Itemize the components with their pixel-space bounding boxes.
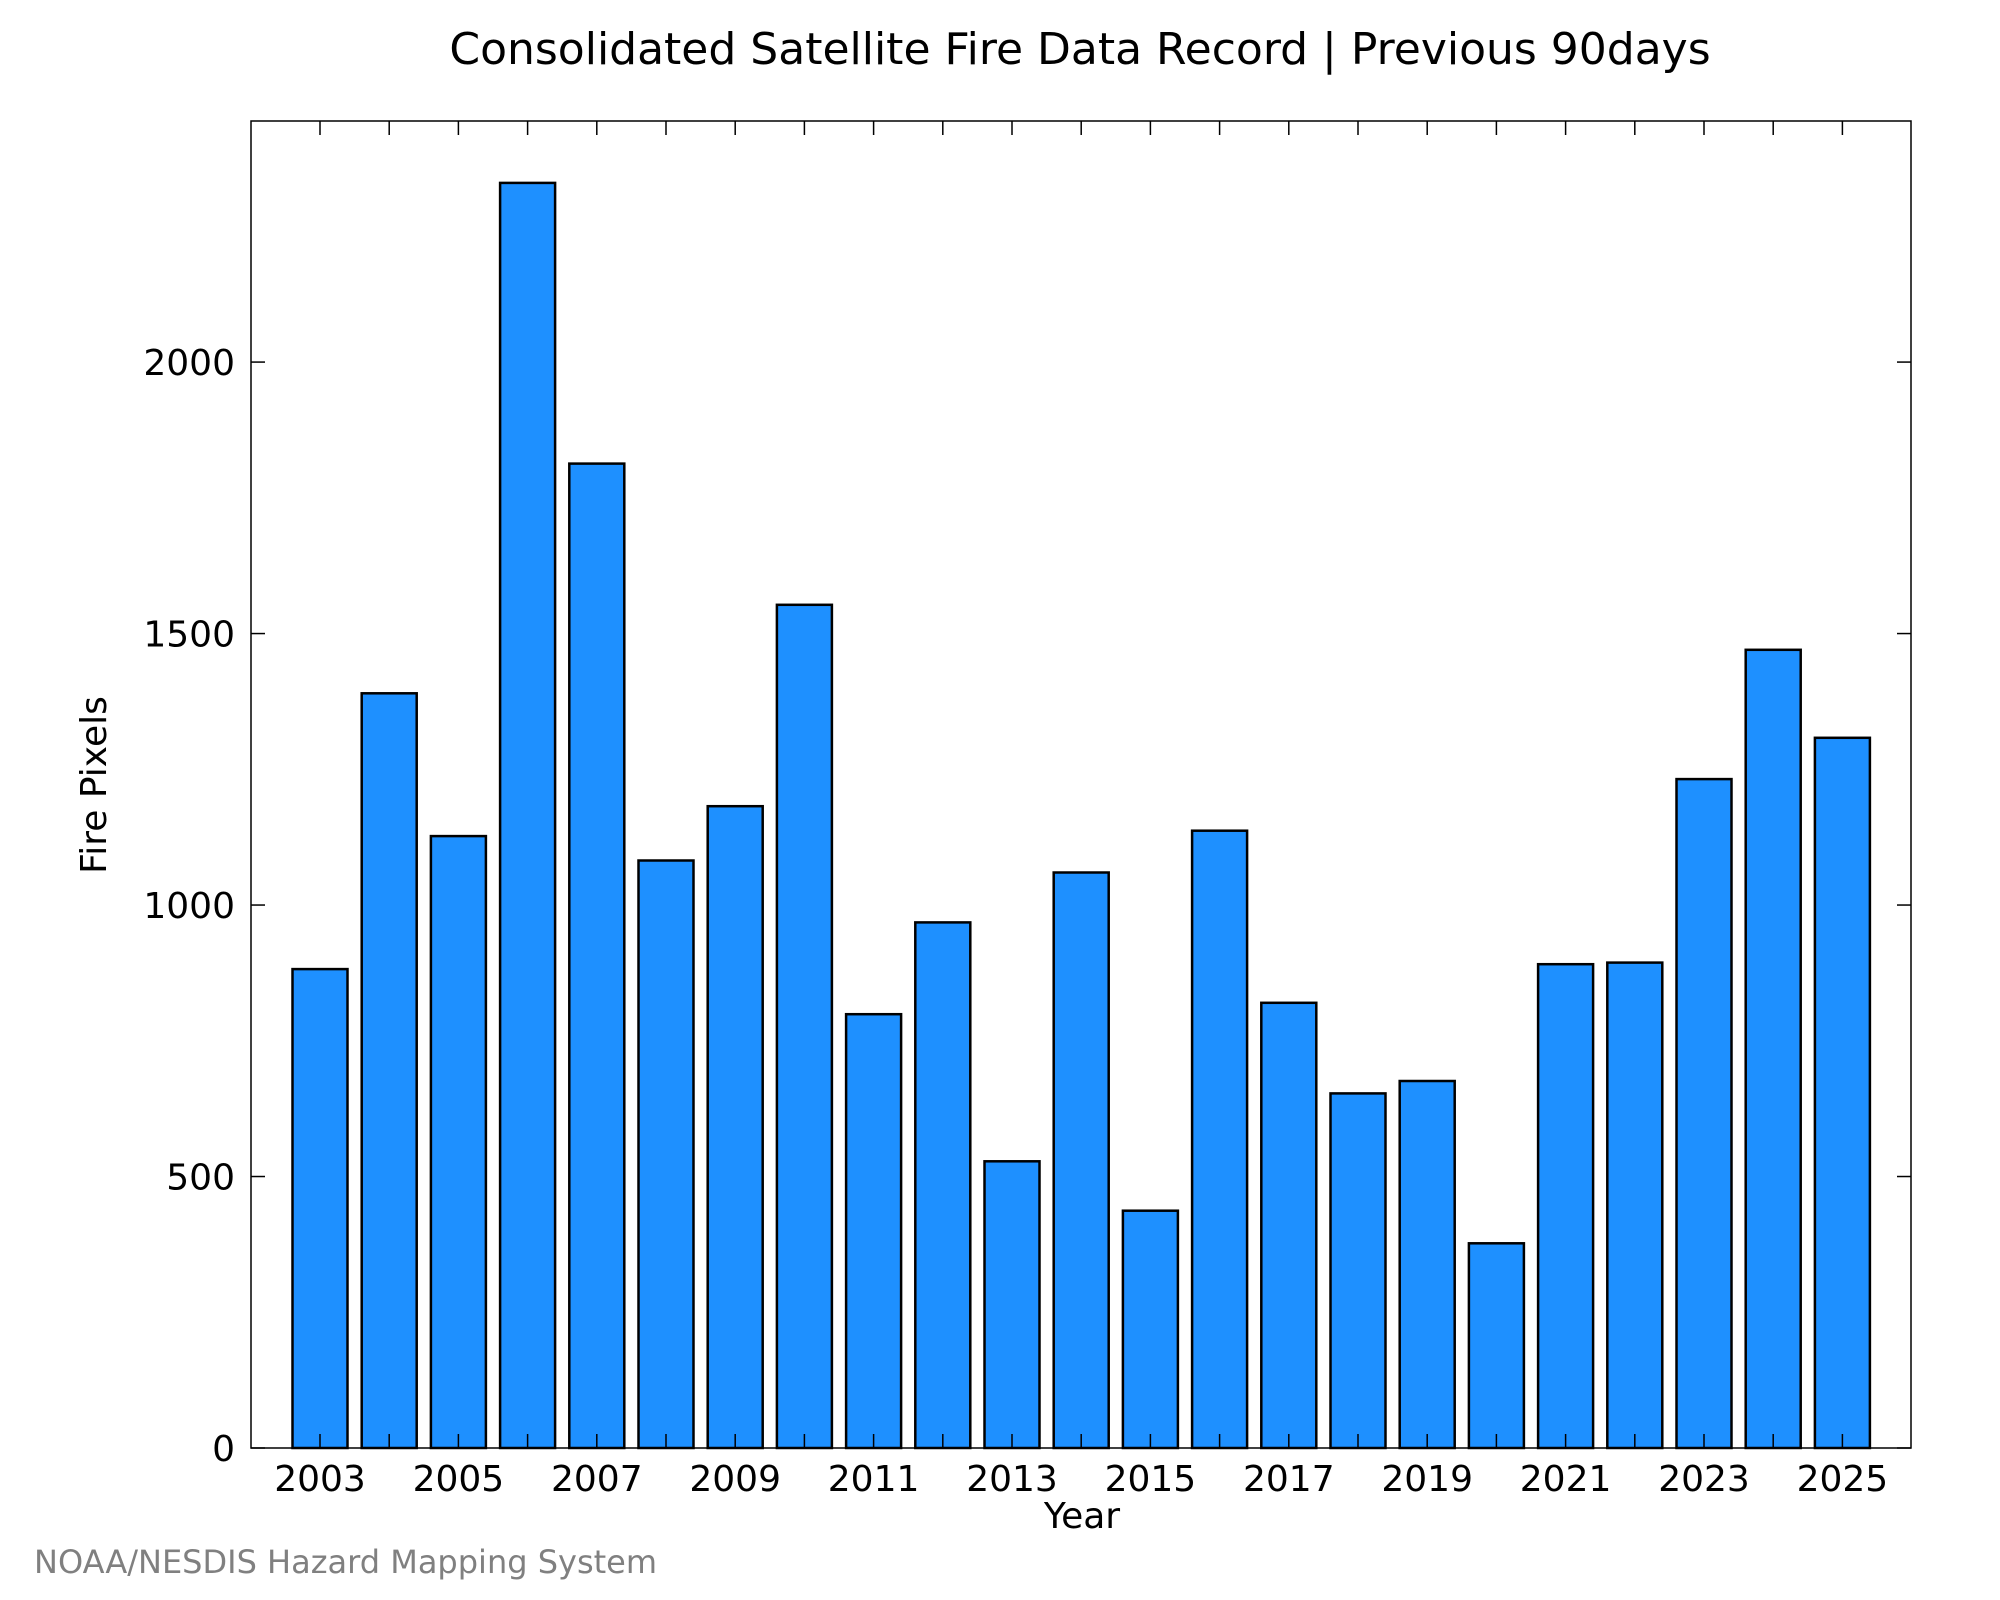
bar-2018 (1329, 1092, 1387, 1450)
bar-2014 (1052, 871, 1110, 1450)
x-tick-label-2013: 2013 (966, 1459, 1058, 1500)
footer-credit: NOAA/NESDIS Hazard Mapping System (34, 1543, 657, 1581)
x-tick-label-2009: 2009 (689, 1459, 781, 1500)
x-tick-label-2023: 2023 (1658, 1459, 1750, 1500)
bar-2023 (1675, 777, 1733, 1450)
bar-2017 (1260, 1001, 1318, 1450)
bar-2005 (429, 834, 488, 1450)
x-tick-label-2015: 2015 (1105, 1459, 1197, 1500)
x-tick-label-2003: 2003 (274, 1459, 366, 1500)
x-tick-label-2007: 2007 (551, 1459, 643, 1500)
bar-2021 (1536, 962, 1595, 1450)
bar-2004 (360, 692, 418, 1450)
bar-2010 (775, 603, 834, 1450)
bar-2022 (1606, 961, 1664, 1450)
x-tick-label-2021: 2021 (1520, 1459, 1612, 1500)
bar-2006 (498, 181, 557, 1450)
ticks-layer: 2003 2005 2007 2009 2011 2013 2015 2017 2019 2021… (143, 121, 1911, 1500)
x-axis-label: Year (1043, 1496, 1120, 1537)
y-axis-label: Fire Pixels (74, 696, 115, 874)
y-tick-label-1500: 1500 (143, 615, 235, 656)
y-tick-label-500: 500 (166, 1158, 235, 1199)
bar-2016 (1190, 829, 1249, 1450)
x-tick-label-2025: 2025 (1797, 1459, 1889, 1500)
x-tick-label-2019: 2019 (1381, 1459, 1473, 1500)
bar-2011 (844, 1012, 903, 1450)
bar-2012 (914, 921, 972, 1450)
bar-2008 (637, 859, 695, 1450)
x-tick-label-2017: 2017 (1243, 1459, 1335, 1500)
plot-frame (250, 120, 1912, 1449)
bars-layer (291, 181, 1872, 1450)
bar-2003 (291, 967, 349, 1450)
bar-2015 (1121, 1209, 1180, 1450)
x-tick-label-2005: 2005 (413, 1459, 505, 1500)
bar-2013 (983, 1160, 1041, 1450)
bar-2019 (1398, 1079, 1456, 1450)
x-tick-label-2011: 2011 (828, 1459, 920, 1500)
y-tick-label-1000: 1000 (143, 886, 235, 927)
y-tick-label-0: 0 (212, 1429, 235, 1470)
bar-2020 (1467, 1242, 1526, 1450)
chart-title: Consolidated Satellite Fire Data Record … (449, 24, 1710, 75)
bar-2007 (568, 462, 626, 1450)
bar-2009 (706, 804, 764, 1450)
y-tick-label-2000: 2000 (143, 343, 235, 384)
bar-2024 (1744, 648, 1802, 1450)
bar-2025 (1813, 736, 1872, 1450)
